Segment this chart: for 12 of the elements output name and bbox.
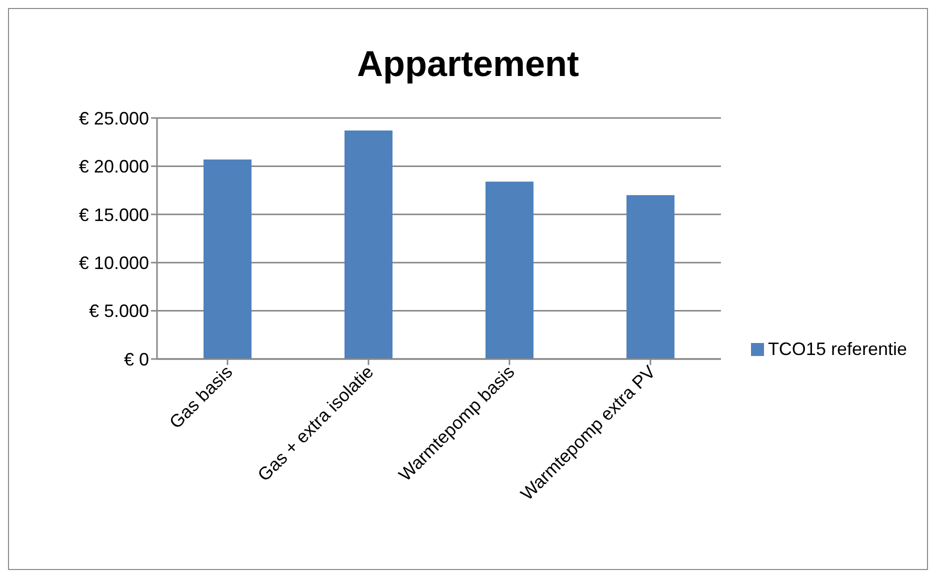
legend-label: TCO15 referentie: [768, 338, 907, 358]
bar: [485, 182, 534, 359]
bar: [626, 195, 674, 359]
y-tick-label: € 0: [124, 349, 149, 370]
y-tick-label: € 20.000: [78, 156, 149, 177]
y-tick-label: € 25.000: [78, 108, 149, 128]
y-tick-label: € 10.000: [78, 252, 149, 273]
bar: [344, 130, 393, 359]
chart-title: Appartement: [356, 43, 580, 85]
bar: [204, 159, 252, 359]
y-tick-label: € 15.000: [78, 204, 149, 225]
y-tick-label: € 5.000: [88, 301, 149, 322]
